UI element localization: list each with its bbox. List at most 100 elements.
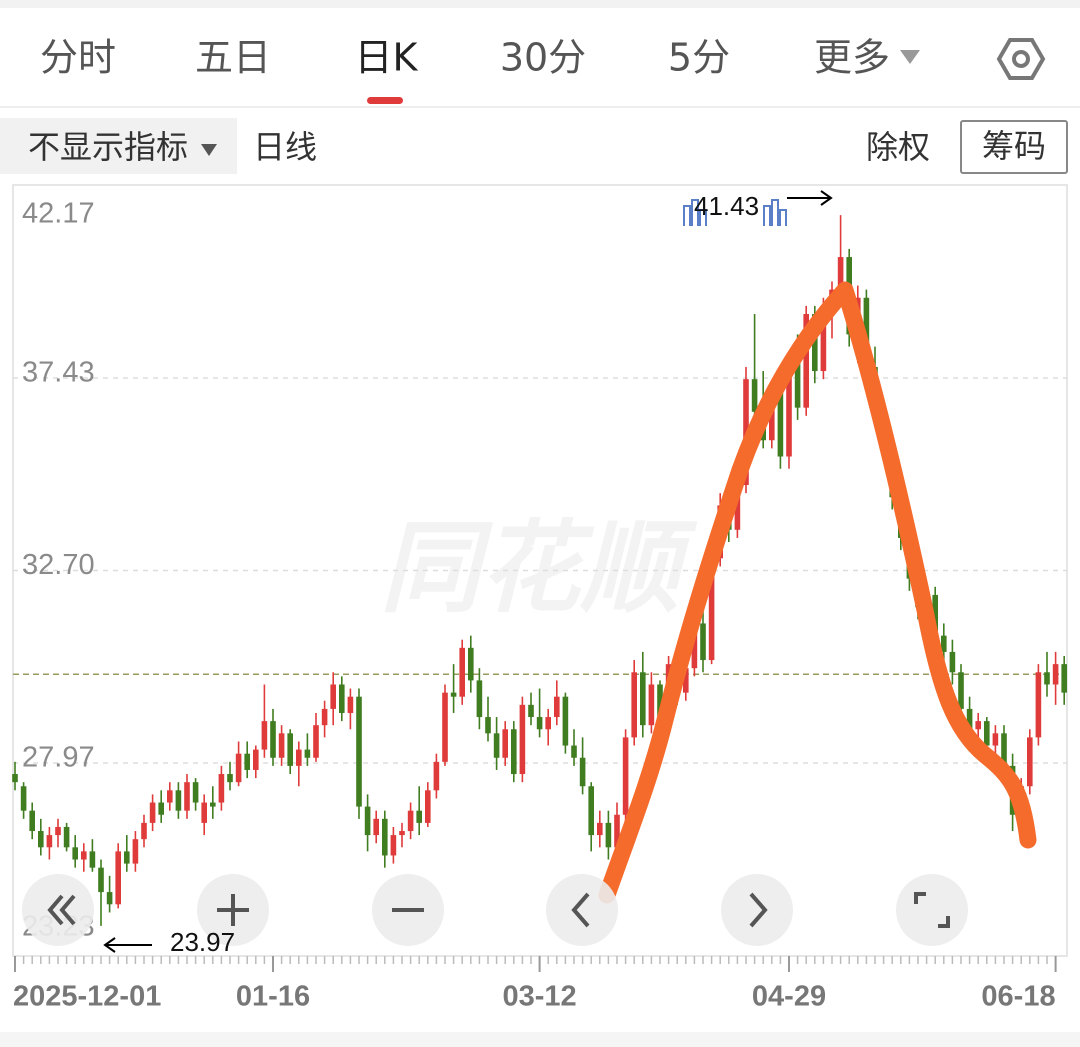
candle-body [12,774,18,783]
tab[interactable]: 30分 [500,36,586,80]
candle-body [132,839,139,864]
candle-body [1001,733,1007,766]
x-tick-label: 01-16 [236,981,310,1013]
candle-body [167,790,173,803]
candle-body [330,684,336,709]
candle-body [502,729,508,758]
fullscreen-button[interactable] [896,874,968,946]
candle-body [89,851,96,868]
candle-body [425,790,431,823]
candle-body [296,749,302,766]
candle-body [201,802,207,823]
candle-body [356,696,362,807]
dropdown-arrow [201,144,217,156]
tab[interactable]: 5分 [668,36,730,80]
indicator-label[interactable]: 不显示指标 [28,128,188,166]
candle-body [218,774,225,803]
candle-body [29,810,35,832]
candle-body [528,704,534,718]
candle-body [253,749,259,770]
status-strip [0,0,1080,8]
period-label: 日线 [253,128,317,166]
candle-body [442,692,448,762]
candle-body [579,757,586,787]
watermark: 同花顺 [380,509,698,626]
candle-body [20,786,27,811]
hand-drawn-trend [598,281,1037,904]
candle-body [227,774,233,783]
candle-body [278,733,285,758]
candle-body [459,647,465,697]
dropdown-arrow [900,50,920,64]
candle-body [192,782,199,803]
candle-body [734,485,741,530]
candle-body [605,822,612,848]
candle-body [270,721,276,758]
candle-body [571,745,577,758]
candle-body [149,802,156,823]
candle-body [1052,664,1059,685]
candle-body [932,594,938,636]
candle-body [407,810,414,832]
candle-body [72,847,78,860]
candle-body [588,786,594,836]
low-label: 23.97 [170,927,235,957]
candle-body [141,822,147,840]
candle-body [373,818,379,836]
candle-body [751,379,758,412]
tab[interactable]: 更多 [814,36,890,80]
chips-button[interactable] [960,120,1068,174]
prev-button[interactable] [546,874,618,946]
candle-body [597,822,603,836]
candle-body [837,257,844,290]
candle-body [476,680,483,718]
tab[interactable]: 分时 [40,36,116,80]
candle-body [158,802,164,815]
y-tick-label: 37.43 [22,357,95,389]
candle-body [433,761,440,791]
x-tick-label: 04-29 [752,981,826,1013]
settings-icon[interactable] [996,38,1046,80]
tab[interactable]: 五日 [195,36,271,80]
candle-body [81,851,87,860]
candle-body [777,391,784,457]
icon [914,892,950,928]
x-tick-label: 03-12 [503,981,577,1013]
candle-body [1035,672,1042,738]
candle-body [1061,664,1067,693]
y-tick-label: 32.70 [22,549,95,581]
candle-body [347,696,354,713]
next-button[interactable] [721,874,793,946]
candle-body [210,802,216,807]
candle-body [536,717,543,730]
candle-body [261,721,268,750]
candle-body [545,717,551,730]
y-tick-label: 27.97 [22,742,95,774]
candle-body [115,851,121,905]
candle-body [468,647,474,681]
candle-body [657,684,663,718]
candle-body [175,790,182,811]
scroll-start-button[interactable] [22,874,94,946]
candle-body [631,672,637,738]
x-tick-label: 06-18 [981,981,1055,1013]
candle-body [55,826,61,836]
candle-body [966,708,973,730]
candle-body [794,362,801,408]
candle-body [992,733,999,746]
candle-body [786,362,792,457]
candle-body [304,749,311,758]
chips-label[interactable]: 筹码 [982,127,1046,165]
candle-body [416,810,422,823]
candle-body [390,835,397,856]
adjust-button[interactable]: 除权 [866,128,930,166]
candle-body [287,733,293,766]
candle-body [683,668,689,693]
bottom-strip [0,1032,1080,1047]
indicator-button[interactable] [0,118,237,174]
tab-active[interactable]: 日K [355,36,419,80]
icon [47,894,76,926]
candle-body [38,831,44,848]
candle-body [313,725,319,758]
